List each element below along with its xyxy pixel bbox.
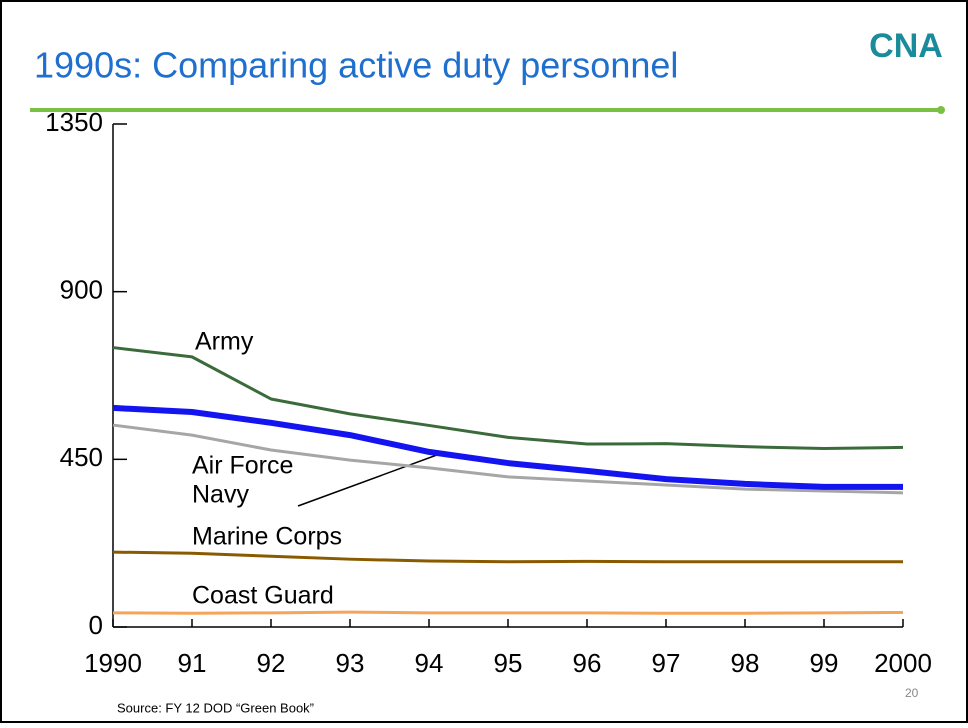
y-tick-label: 450 — [60, 442, 103, 472]
series-label: Coast Guard — [192, 582, 334, 610]
x-tick-label: 94 — [415, 648, 444, 678]
x-tick-label: 2000 — [874, 648, 932, 678]
series-label: Air Force — [192, 452, 293, 480]
x-tick-label: 97 — [652, 648, 681, 678]
y-tick-label: 900 — [60, 275, 103, 305]
navy-pointer — [297, 451, 446, 507]
x-tick-label: 92 — [257, 648, 286, 678]
slide-number: 20 — [905, 686, 919, 700]
x-tick-label: 93 — [336, 648, 365, 678]
logo: CNA — [869, 27, 943, 65]
source: Source: FY 12 DOD “Green Book” — [117, 700, 314, 715]
series-line — [112, 423, 904, 495]
x-tick-label: 98 — [731, 648, 760, 678]
series-line — [112, 610, 904, 615]
x-tick-label: 95 — [494, 648, 523, 678]
series-label: Navy — [192, 481, 249, 509]
slide-title: 1990s: Comparing active duty personnel — [34, 45, 678, 86]
rule-dot — [937, 106, 945, 114]
x-tick-label: 91 — [178, 648, 207, 678]
x-tick-label: 96 — [573, 648, 602, 678]
series-line — [112, 550, 903, 564]
series-label: Marine Corps — [192, 523, 342, 551]
y-tick-label: 0 — [89, 610, 103, 640]
series-label: Army — [195, 328, 254, 356]
x-tick-label: 99 — [810, 648, 839, 678]
series-line — [112, 404, 903, 490]
y-tick-label: 1350 — [45, 107, 103, 137]
series-line — [112, 346, 904, 451]
x-tick-label: 1990 — [84, 648, 142, 678]
